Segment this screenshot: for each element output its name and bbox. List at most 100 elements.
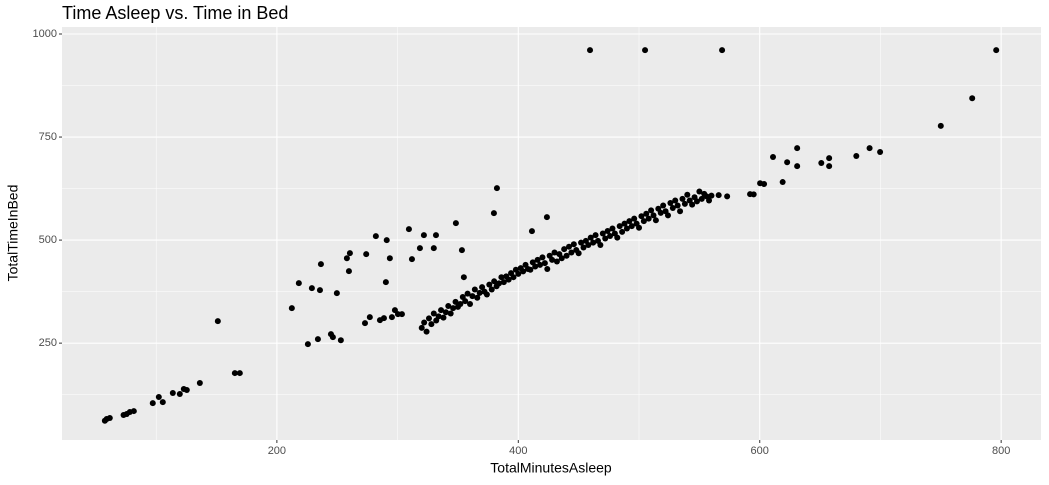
point [416,245,423,252]
point [236,370,243,377]
y-axis-title: TotalTimeInBed [5,185,21,282]
point [438,307,445,314]
point [445,303,452,310]
point [779,179,786,186]
point [515,270,522,277]
point [520,268,527,275]
point [447,310,454,317]
point [544,265,551,272]
point [706,197,713,204]
point [430,245,437,252]
point [196,380,203,387]
point [408,256,415,263]
point [231,370,238,377]
point [476,289,483,296]
point [130,408,137,415]
point [590,239,597,246]
point [304,341,311,348]
point [575,250,582,257]
point [853,153,860,160]
point [471,286,478,293]
point [724,193,731,200]
point [681,200,688,207]
point [457,300,464,307]
point [539,254,546,261]
point [684,191,691,198]
point [568,249,575,256]
point [826,163,833,170]
point [317,261,324,268]
point [316,287,323,294]
point [450,305,457,312]
point [669,204,676,211]
point [314,336,321,343]
point [366,314,373,321]
point [527,266,534,273]
point [541,260,548,267]
point [616,223,623,230]
y-tick-label: 250 [39,337,57,349]
point [505,276,512,283]
point [667,199,674,206]
point [532,263,539,270]
point [604,228,611,235]
x-axis-title: TotalMinutesAsleep [490,460,612,476]
point [308,285,315,292]
point [549,256,556,263]
point [214,318,221,325]
point [421,319,428,326]
point [578,239,585,246]
point [561,246,568,253]
point [405,226,412,233]
x-tick-label: 400 [509,445,527,457]
point [460,274,467,281]
point [643,210,650,217]
point [648,207,655,214]
point [510,274,517,281]
point [761,181,768,188]
point [149,400,156,407]
point [155,394,162,401]
x-tick-label: 800 [992,445,1010,457]
point [288,305,295,312]
points [101,47,1000,424]
point [337,337,344,344]
point [495,280,502,287]
point [452,298,459,305]
x-tick-label: 200 [268,445,286,457]
point [469,293,476,300]
y-tick-label: 500 [39,234,57,246]
chart-title: Time Asleep vs. Time in Bed [62,3,288,23]
point [587,234,594,241]
x-tick-label: 600 [751,445,769,457]
point [715,192,722,199]
point [383,237,390,244]
point [636,224,643,231]
point [430,310,437,317]
point [464,290,471,297]
point [428,321,435,328]
point [794,163,801,170]
point [826,155,833,162]
point [640,218,647,225]
point [474,294,481,301]
point [498,274,505,281]
point [488,286,495,293]
point [660,202,667,209]
panel [62,27,1041,440]
point [361,320,368,327]
point [442,309,449,316]
point [295,280,302,287]
point [500,279,507,286]
point [452,220,459,227]
point [645,215,652,222]
point [169,390,176,397]
point [483,291,490,298]
point [614,234,621,241]
point [679,195,686,202]
point [650,212,657,219]
point [423,328,430,335]
point [159,399,166,406]
point [183,387,190,394]
